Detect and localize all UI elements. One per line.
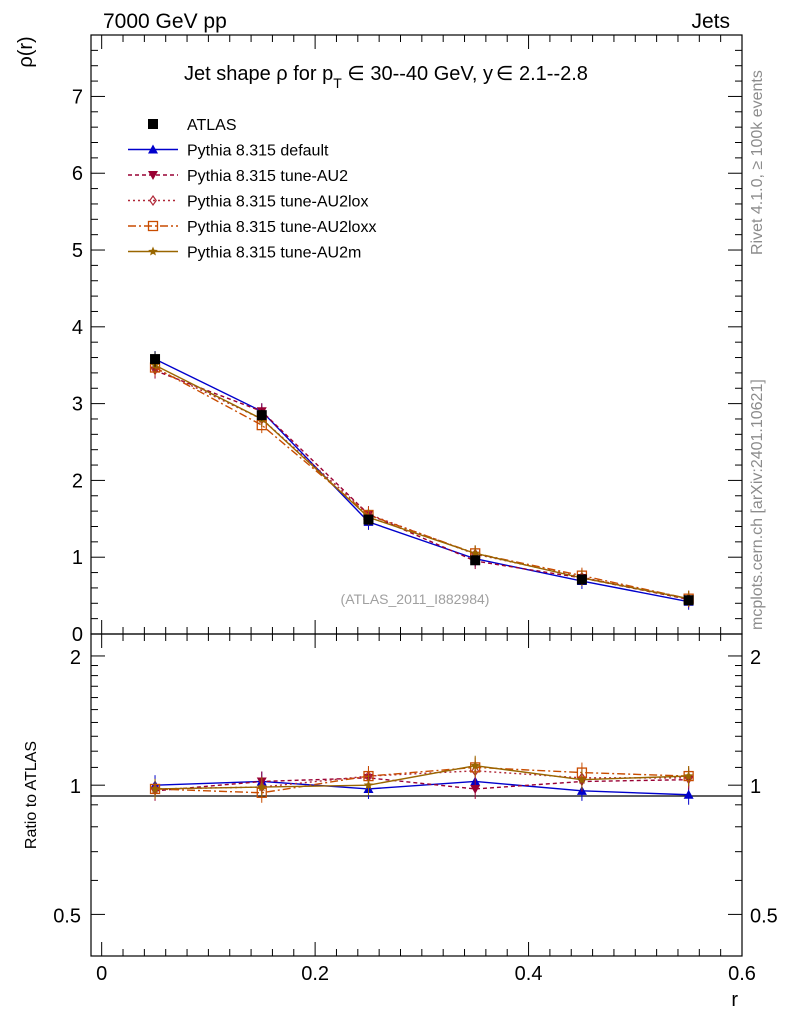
series-line	[154, 358, 689, 603]
data-point	[363, 514, 374, 525]
mcplots-label: mcplots.cern.ch [arXiv:2401.10621]	[749, 379, 766, 630]
ratio-point	[683, 789, 694, 799]
ratio-series-2	[151, 760, 693, 799]
title-suffix: ∈ 2.1--2.8	[496, 63, 588, 85]
series-line	[154, 367, 689, 600]
ratio-y-axis-label: Ratio to ATLAS	[23, 741, 40, 849]
ratio-point	[470, 760, 480, 770]
series-0	[150, 351, 694, 610]
legend-entry-4: Pythia 8.315 tune-AU2loxx	[128, 219, 376, 236]
y-tick-label: 4	[72, 317, 83, 339]
ratio-point	[150, 783, 160, 793]
ratio-point	[470, 784, 481, 794]
chart-title: Jet shape ρ for pT ∈ 30--40 GeV, y ∈ 2.1-…	[184, 63, 588, 91]
legend-label: Pythia 8.315 tune-AU2loxx	[187, 219, 376, 236]
title-prefix: Jet shape ρ for p	[184, 63, 333, 85]
data-point	[576, 574, 587, 585]
series-point	[470, 548, 480, 558]
legend-label: Pythia 8.315 default	[187, 143, 329, 160]
y-tick-label: 3	[72, 394, 83, 416]
legend: ATLAS Pythia 8.315 default Pythia 8.315 tu…	[128, 117, 376, 262]
x-tick-label: 0.4	[515, 963, 543, 985]
legend-entry-0: ATLAS	[148, 117, 237, 134]
ratio-tick-label: 2	[70, 647, 81, 669]
y-tick-label: 6	[72, 163, 83, 185]
series-1	[150, 362, 694, 608]
series-line	[154, 364, 689, 600]
ratio-point	[683, 771, 694, 781]
data-point	[470, 555, 481, 566]
ratio-tick-label-right: 0.5	[750, 905, 778, 927]
x-axis-label: r	[731, 989, 738, 1011]
rivet-label: Rivet 4.1.0, ≥ 100k events	[749, 70, 766, 255]
y-tick-label: 5	[72, 240, 83, 262]
ratio-line	[155, 770, 689, 790]
ratio-line	[155, 780, 689, 796]
ratio-point	[577, 774, 587, 784]
main-y-ticks: 0 1 2 3 4 5 6 7	[72, 49, 742, 646]
legend-entry-5: Pythia 8.315 tune-AU2m	[128, 245, 361, 262]
header-energy: 7000 GeV pp	[103, 10, 227, 33]
x-tick-label: 0	[96, 963, 107, 985]
header-jets: Jets	[691, 10, 730, 33]
legend-label: Pythia 8.315 tune-AU2lox	[187, 194, 368, 211]
legend-label: Pythia 8.315 tune-AU2	[187, 168, 348, 185]
y-tick-label: 0	[72, 624, 83, 646]
data-point	[256, 410, 267, 421]
legend-marker	[148, 246, 158, 256]
legend-entry-1: Pythia 8.315 default	[128, 143, 329, 160]
legend-marker	[148, 171, 158, 180]
legend-marker	[148, 144, 158, 154]
ratio-y-ticks: 0.5 0.5 1 1 2 2	[53, 647, 778, 927]
ratio-series-4	[150, 755, 694, 799]
x-ticks: 0 0.2 0.4 0.6	[96, 35, 756, 985]
y-tick-label: 7	[72, 86, 83, 108]
series-layer	[149, 351, 694, 805]
ratio-line	[154, 777, 689, 792]
series-4	[150, 357, 694, 607]
ratio-point	[257, 782, 267, 792]
title-mid: ∈ 30--40 GeV, y	[342, 63, 493, 85]
series-line	[154, 366, 689, 600]
ratio-tick-label: 1	[70, 776, 81, 798]
ratio-point	[363, 780, 374, 790]
legend-entry-3: Pythia 8.315 tune-AU2lox	[128, 194, 368, 211]
legend-label: Pythia 8.315 tune-AU2m	[187, 245, 361, 262]
ratio-panel-frame	[90, 633, 743, 957]
atlas-data	[150, 351, 694, 606]
ratio-line	[155, 765, 689, 790]
legend-marker	[148, 119, 158, 129]
legend-marker	[147, 220, 159, 232]
x-tick-label: 0.6	[728, 963, 756, 985]
legend-label: ATLAS	[187, 117, 237, 134]
data-point	[683, 595, 694, 606]
ratio-tick-label-right: 2	[750, 647, 761, 669]
analysis-watermark: (ATLAS_2011_I882984)	[341, 591, 490, 607]
x-tick-label: 0.2	[301, 963, 329, 985]
ratio-tick-label: 0.5	[53, 905, 81, 927]
y-tick-label: 1	[72, 547, 83, 569]
y-axis-label: ρ(r)	[15, 36, 37, 67]
title-sub: T	[333, 75, 342, 91]
data-point	[150, 354, 161, 365]
legend-entry-2: Pythia 8.315 tune-AU2	[128, 168, 348, 185]
ratio-line	[155, 766, 689, 794]
y-tick-label: 2	[72, 470, 83, 492]
ratio-tick-label-right: 1	[750, 776, 761, 798]
legend-marker	[149, 194, 157, 207]
